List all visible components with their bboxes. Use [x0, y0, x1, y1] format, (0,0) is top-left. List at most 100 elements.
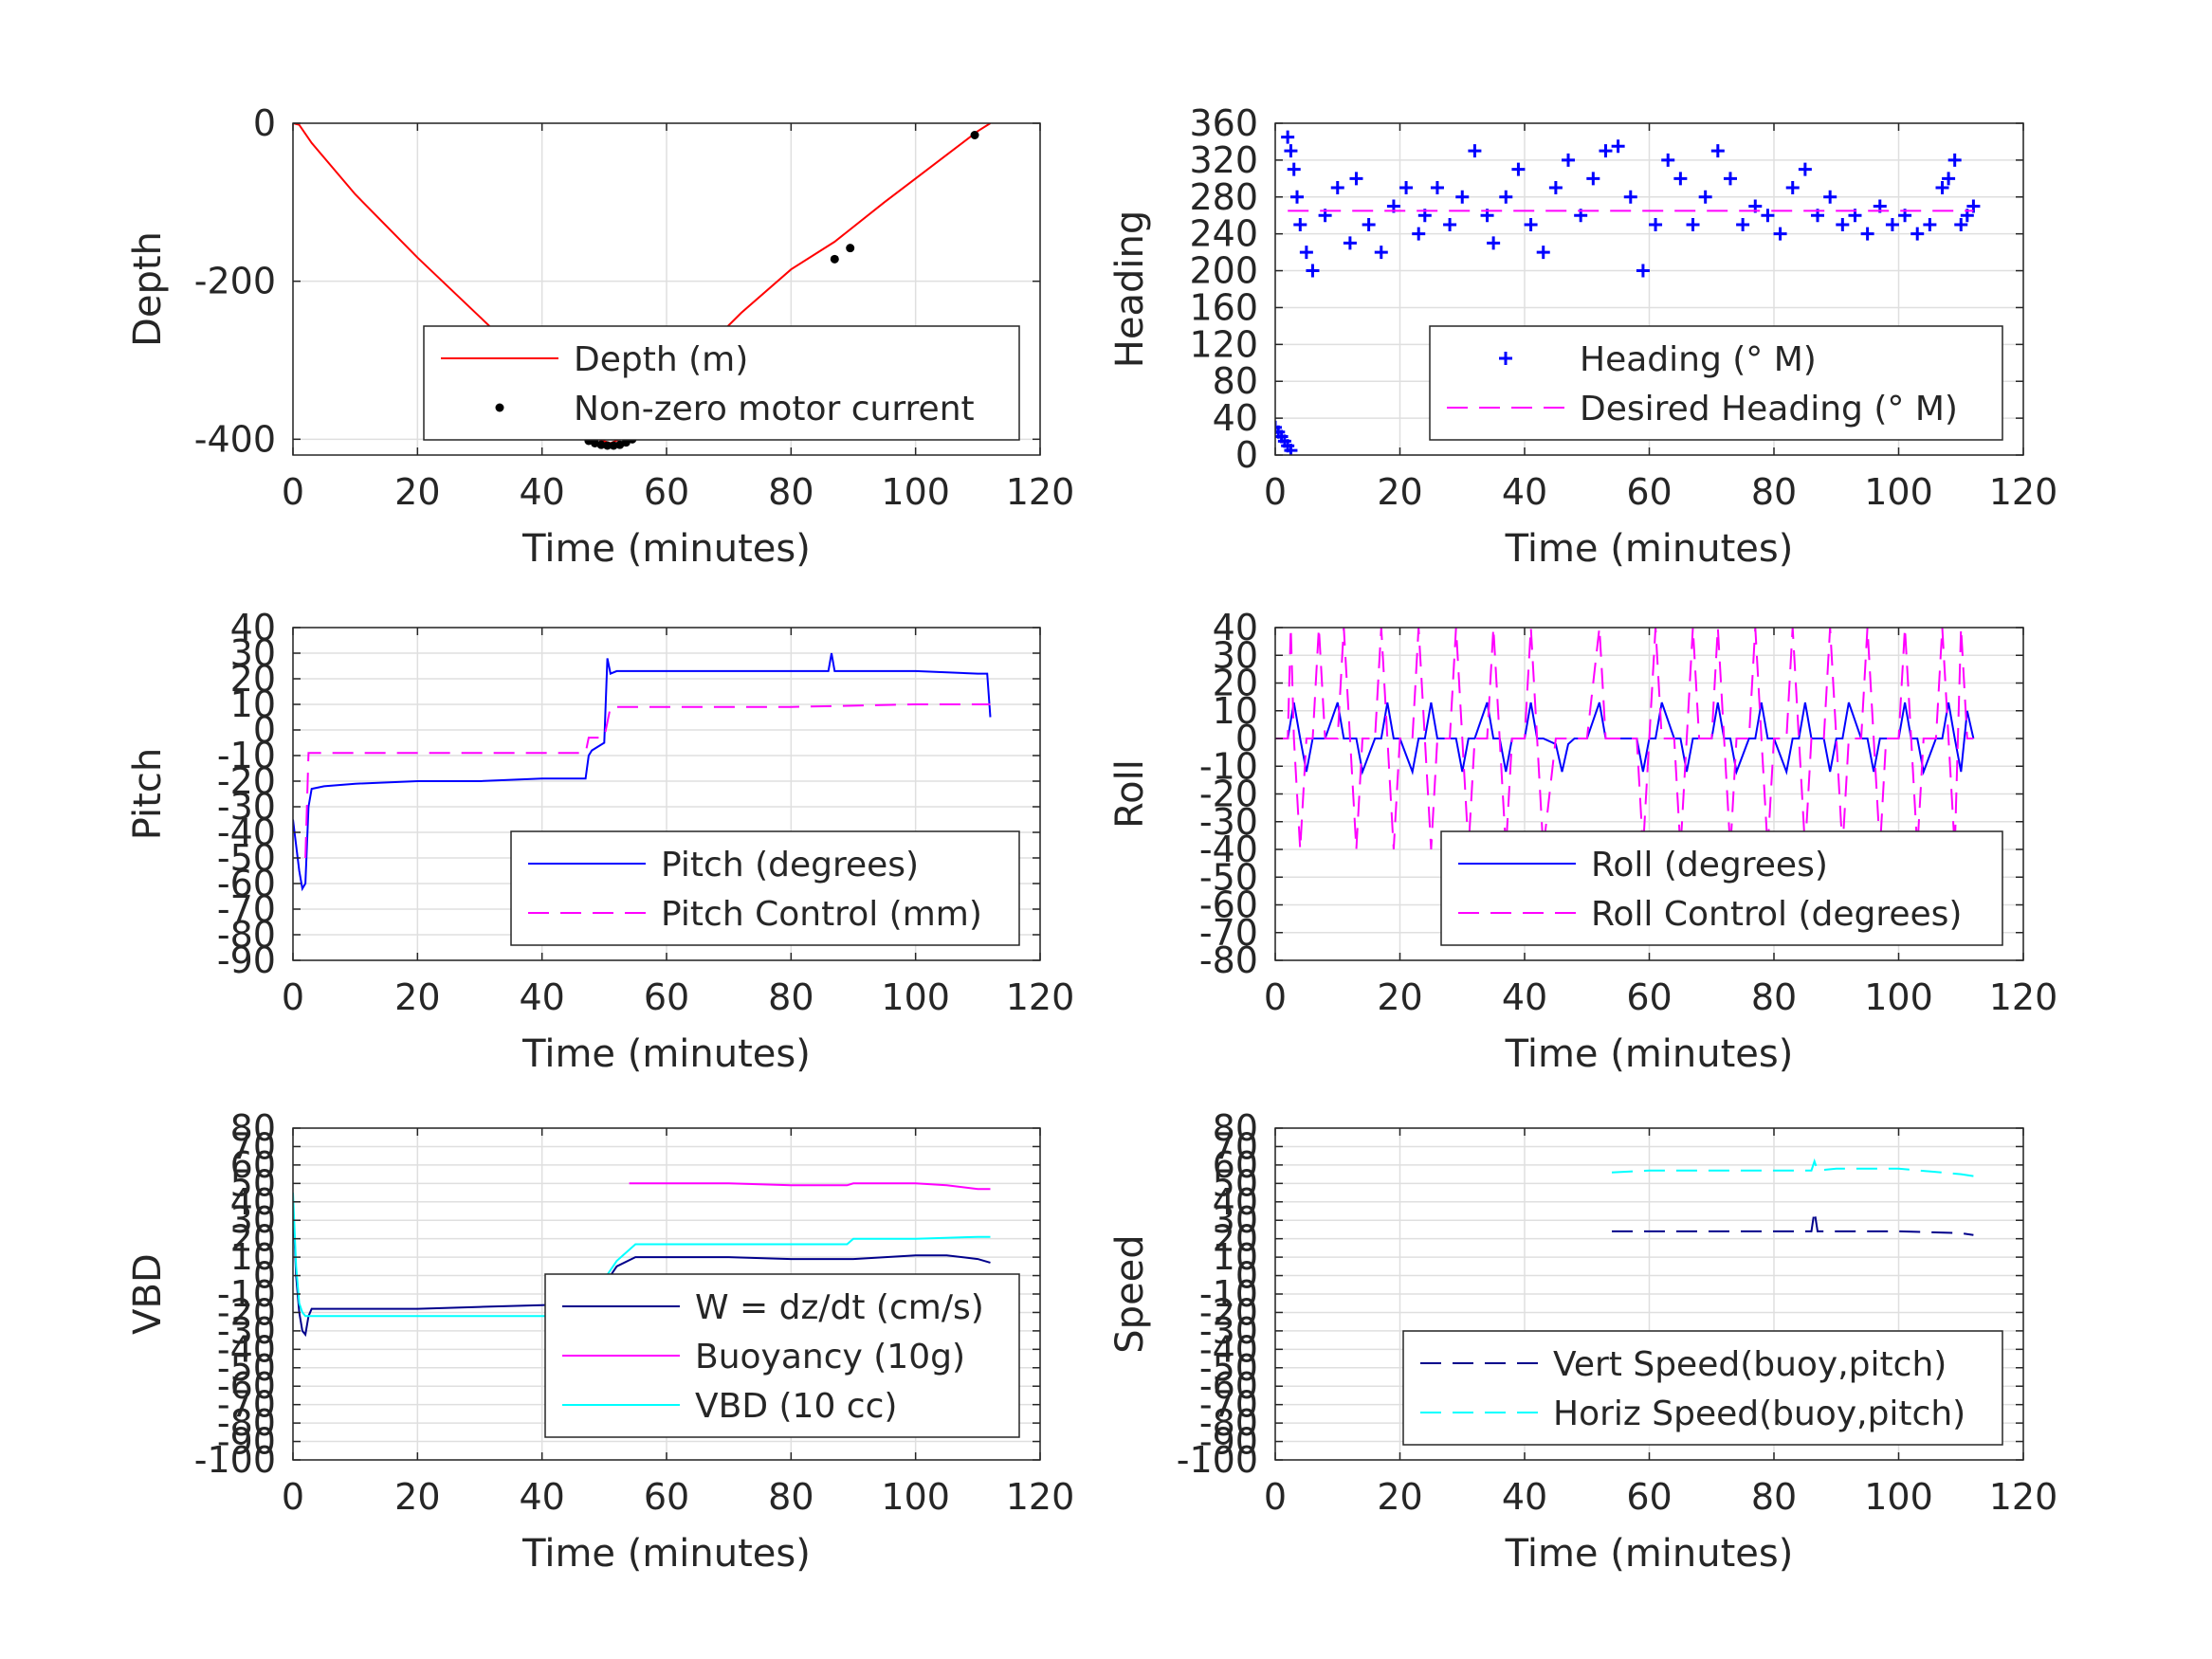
y-tick-label: 280: [1189, 176, 1258, 218]
y-tick-label: -50: [1199, 1347, 1258, 1389]
y-tick-label: -80: [217, 914, 276, 956]
data-point: [1736, 217, 1750, 231]
y-axis-label: Roll: [1108, 759, 1152, 829]
y-tick-label: 0: [253, 709, 276, 751]
y-tick-label: 40: [1213, 397, 1258, 439]
series-line: [293, 652, 992, 892]
data-point: [1349, 172, 1363, 186]
data-point: [1412, 227, 1426, 241]
data-point: [1698, 190, 1712, 204]
y-tick-label: -50: [1199, 856, 1258, 898]
y-tick-label: -10: [217, 1273, 276, 1315]
data-point: [1299, 246, 1313, 260]
y-tick-label: -100: [194, 1439, 276, 1481]
legend-box: [423, 325, 1020, 441]
y-tick-label: -60: [1199, 1365, 1258, 1407]
data-point: [1773, 227, 1787, 241]
y-tick-label: -20: [217, 760, 276, 802]
data-point: [1284, 144, 1298, 158]
legend-label: Desired Heading (° M): [1580, 390, 1958, 428]
data-point: [1293, 217, 1307, 231]
y-axis-label: Heading: [1108, 210, 1152, 368]
y-tick-label: 320: [1189, 139, 1258, 181]
y-tick-label: 60: [230, 1144, 276, 1186]
data-point: [1885, 217, 1899, 231]
x-tick-label: 20: [394, 471, 440, 513]
y-tick-label: -10: [1199, 1273, 1258, 1315]
y-tick-label: -70: [1199, 1384, 1258, 1426]
data-point: [1785, 181, 1800, 195]
y-tick-label: -60: [1199, 884, 1258, 926]
y-tick-label: -100: [1177, 1439, 1258, 1481]
data-point: [1935, 181, 1949, 195]
y-tick-label: -20: [1199, 774, 1258, 815]
legend-box: [510, 830, 1020, 946]
y-tick-label: 20: [230, 1218, 276, 1260]
x-tick-label: 60: [644, 1476, 689, 1518]
data-point: [1374, 246, 1388, 260]
x-tick-label: 100: [1864, 471, 1933, 513]
x-tick-label: 80: [768, 471, 814, 513]
data-point: [1562, 153, 1576, 167]
x-tick-label: 60: [1626, 471, 1672, 513]
data-point: [1330, 181, 1344, 195]
y-tick-label: 10: [230, 1236, 276, 1278]
data-point: [603, 441, 612, 450]
data-point: [1823, 190, 1837, 204]
data-point: [609, 441, 618, 450]
y-tick-label: -200: [194, 261, 276, 302]
x-axis-label: Time (minutes): [1505, 527, 1794, 571]
y-tick-label: -80: [1199, 939, 1258, 981]
series-line: [629, 1182, 991, 1191]
data-point: [1942, 172, 1956, 186]
x-tick-label: 0: [1264, 1476, 1287, 1518]
legend-label: Depth (m): [574, 340, 748, 379]
x-tick-label: 20: [1377, 471, 1422, 513]
y-tick-label: 120: [1189, 323, 1258, 365]
x-tick-label: 60: [1626, 1476, 1672, 1518]
data-point: [970, 131, 979, 139]
y-tick-label: 30: [1213, 1199, 1258, 1241]
y-tick-label: -60: [217, 863, 276, 904]
x-tick-label: 60: [644, 471, 689, 513]
y-tick-label: 240: [1189, 213, 1258, 255]
y-tick-label: 0: [253, 102, 276, 144]
legend: Roll (degrees) Roll Control (degrees): [1440, 830, 2003, 946]
legend-label: VBD (10 cc): [695, 1387, 897, 1426]
legend-label: W = dz/dt (cm/s): [695, 1288, 984, 1327]
x-tick-label: 120: [1989, 1476, 2058, 1518]
series-line: [304, 703, 991, 859]
data-point: [1599, 144, 1613, 158]
data-point: [1511, 162, 1526, 176]
data-point: [1468, 144, 1482, 158]
y-tick-label: 360: [1189, 102, 1258, 144]
x-tick-label: 20: [1377, 976, 1422, 1018]
y-tick-label: 40: [230, 607, 276, 648]
ticks: [292, 122, 1041, 455]
ticks: [1274, 1127, 2024, 1461]
data-point: [1287, 162, 1301, 176]
legend-label: Pitch (degrees): [661, 846, 919, 884]
legend-label: Non-zero motor current: [574, 390, 975, 428]
y-tick-label: -20: [1199, 1291, 1258, 1333]
x-tick-label: 20: [394, 1476, 440, 1518]
x-tick-label: 0: [1264, 976, 1287, 1018]
data-point: [1290, 190, 1305, 204]
y-tick-label: 40: [1213, 1181, 1258, 1223]
y-tick-label: 160: [1189, 286, 1258, 328]
x-tick-label: 20: [394, 976, 440, 1018]
data-point: [1548, 181, 1563, 195]
y-tick-label: -90: [1199, 1421, 1258, 1463]
x-tick-label: 100: [881, 471, 950, 513]
x-tick-label: 80: [1751, 976, 1797, 1018]
x-tick-label: 80: [1751, 471, 1797, 513]
y-tick-label: 40: [1213, 607, 1258, 648]
legend: W = dz/dt (cm/s) Buoyancy (10g) VBD (10 cc…: [544, 1273, 1020, 1438]
data-point: [830, 254, 839, 264]
y-tick-label: 30: [1213, 634, 1258, 676]
data-point: [1443, 217, 1457, 231]
legend: Pitch (degrees) Pitch Control (mm): [510, 830, 1020, 946]
data-point: [1281, 130, 1295, 144]
y-tick-label: 20: [230, 658, 276, 700]
